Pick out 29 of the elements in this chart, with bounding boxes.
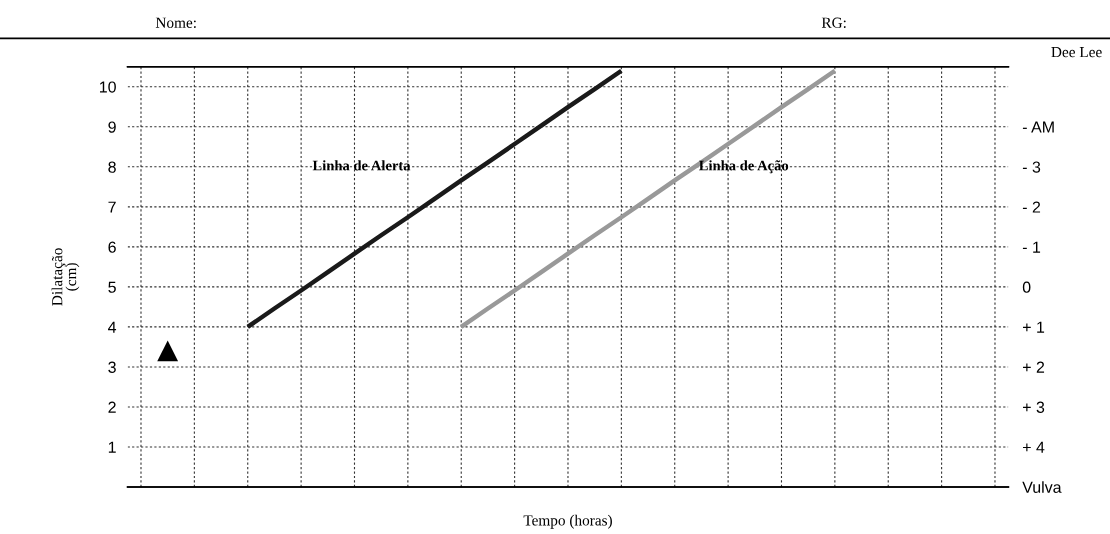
y2-tick-label: - 3	[1022, 161, 1041, 173]
y2-tick-label: Vulva	[1022, 481, 1062, 493]
text: Nome:	[155, 17, 196, 28]
y2-tick-label: - AM	[1022, 121, 1054, 133]
text: RG:	[821, 17, 846, 28]
y2-tick-label: + 4	[1022, 441, 1045, 453]
y-tick-label: 8	[108, 161, 116, 173]
y2-tick-label: - 2	[1022, 201, 1041, 213]
line-series	[245, 68, 624, 330]
y-tick-label: 4	[108, 321, 117, 333]
y2-tick-label: + 1	[1022, 321, 1045, 333]
y-tick-label: 1	[108, 441, 116, 453]
text: Dee Lee	[1051, 47, 1102, 58]
y2-tick-label: + 2	[1022, 361, 1045, 373]
line-series	[459, 68, 838, 330]
y-tick-label: 9	[108, 121, 116, 133]
y2-tick-label: - 1	[1022, 241, 1041, 253]
y2-tick-label: 0	[1022, 281, 1031, 293]
y-tick-label: 3	[108, 361, 116, 373]
x-axis-title: Tempo (horas)	[523, 514, 612, 529]
y2-tick-label: + 3	[1022, 401, 1045, 413]
y-tick-label: 7	[108, 201, 116, 213]
y-tick-label: 6	[108, 241, 116, 253]
series-label: Linha de Ação	[699, 160, 789, 174]
y-tick-label: 5	[108, 281, 116, 293]
y-axis-title: Dilatação (cm)	[51, 248, 80, 306]
y-tick-label: 10	[99, 81, 116, 93]
text: Linha de Alerta	[312, 160, 411, 171]
y-tick-label: 2	[108, 401, 116, 413]
